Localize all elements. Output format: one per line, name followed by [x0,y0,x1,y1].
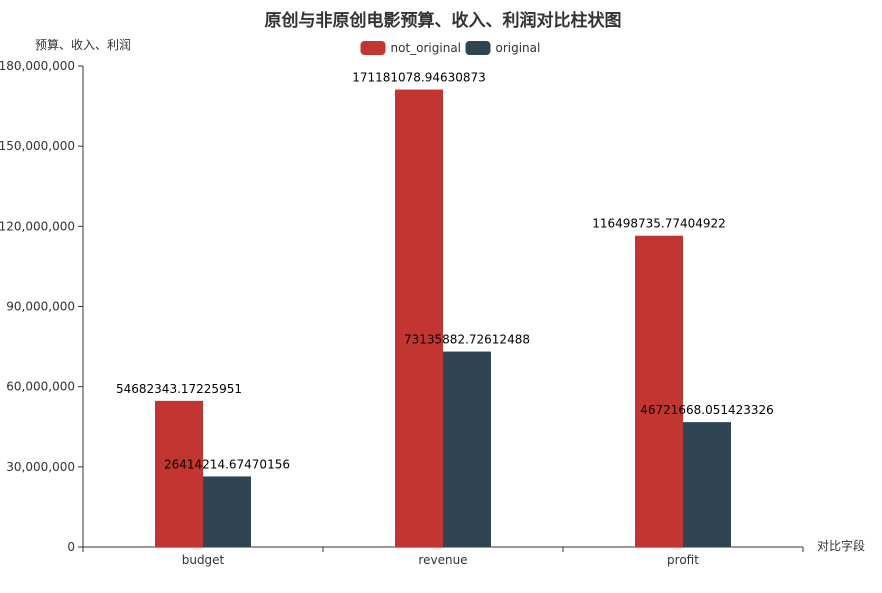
y-axis-label: 预算、收入、利润 [35,37,131,52]
bar-not_original-revenue[interactable] [395,89,443,548]
bars [155,89,731,548]
y-tick-label: 150,000,000 [0,139,75,153]
y-tick-label: 120,000,000 [0,219,75,233]
data-label: 171181078.94630873 [352,71,486,85]
y-tick-label: 180,000,000 [0,59,75,73]
x-axis: budget revenue profit [82,546,804,567]
legend-swatch [360,41,386,55]
legend-label: not_original [391,41,462,55]
bar-original-budget[interactable] [203,476,251,547]
x-tick-label: revenue [418,553,467,567]
legend-item-not_original[interactable]: not_original [360,41,462,55]
data-label: 116498735.77404922 [592,217,726,231]
data-labels: 54682343.17225951 171181078.94630873 11649… [116,71,774,472]
x-tick-label: profit [667,553,699,567]
y-tick-label: 30,000,000 [6,460,75,474]
bar-not_original-profit[interactable] [635,235,683,547]
x-axis-label: 对比字段 [817,538,865,553]
legend-swatch [465,41,491,55]
bar-not_original-budget[interactable] [155,400,203,547]
x-tick-label: budget [182,553,225,567]
legend-item-original[interactable]: original [465,41,541,55]
data-label: 46721668.051423326 [640,403,774,417]
data-label: 54682343.17225951 [116,382,242,396]
data-label: 73135882.72612488 [404,333,530,347]
y-axis: 0 30,000,000 60,000,000 90,000,000 120,000,0… [0,59,84,554]
data-label: 26414214.67470156 [164,457,290,471]
chart-title: 原创与非原创电影预算、收入、利润对比柱状图 [265,10,622,31]
y-tick-label: 0 [67,540,75,554]
y-tick-label: 90,000,000 [6,300,75,314]
bar-original-revenue[interactable] [443,351,491,547]
bar-original-profit[interactable] [683,422,731,547]
y-tick-label: 60,000,000 [6,380,75,394]
legend[interactable]: not_original original [360,41,541,55]
legend-label: original [496,41,541,55]
